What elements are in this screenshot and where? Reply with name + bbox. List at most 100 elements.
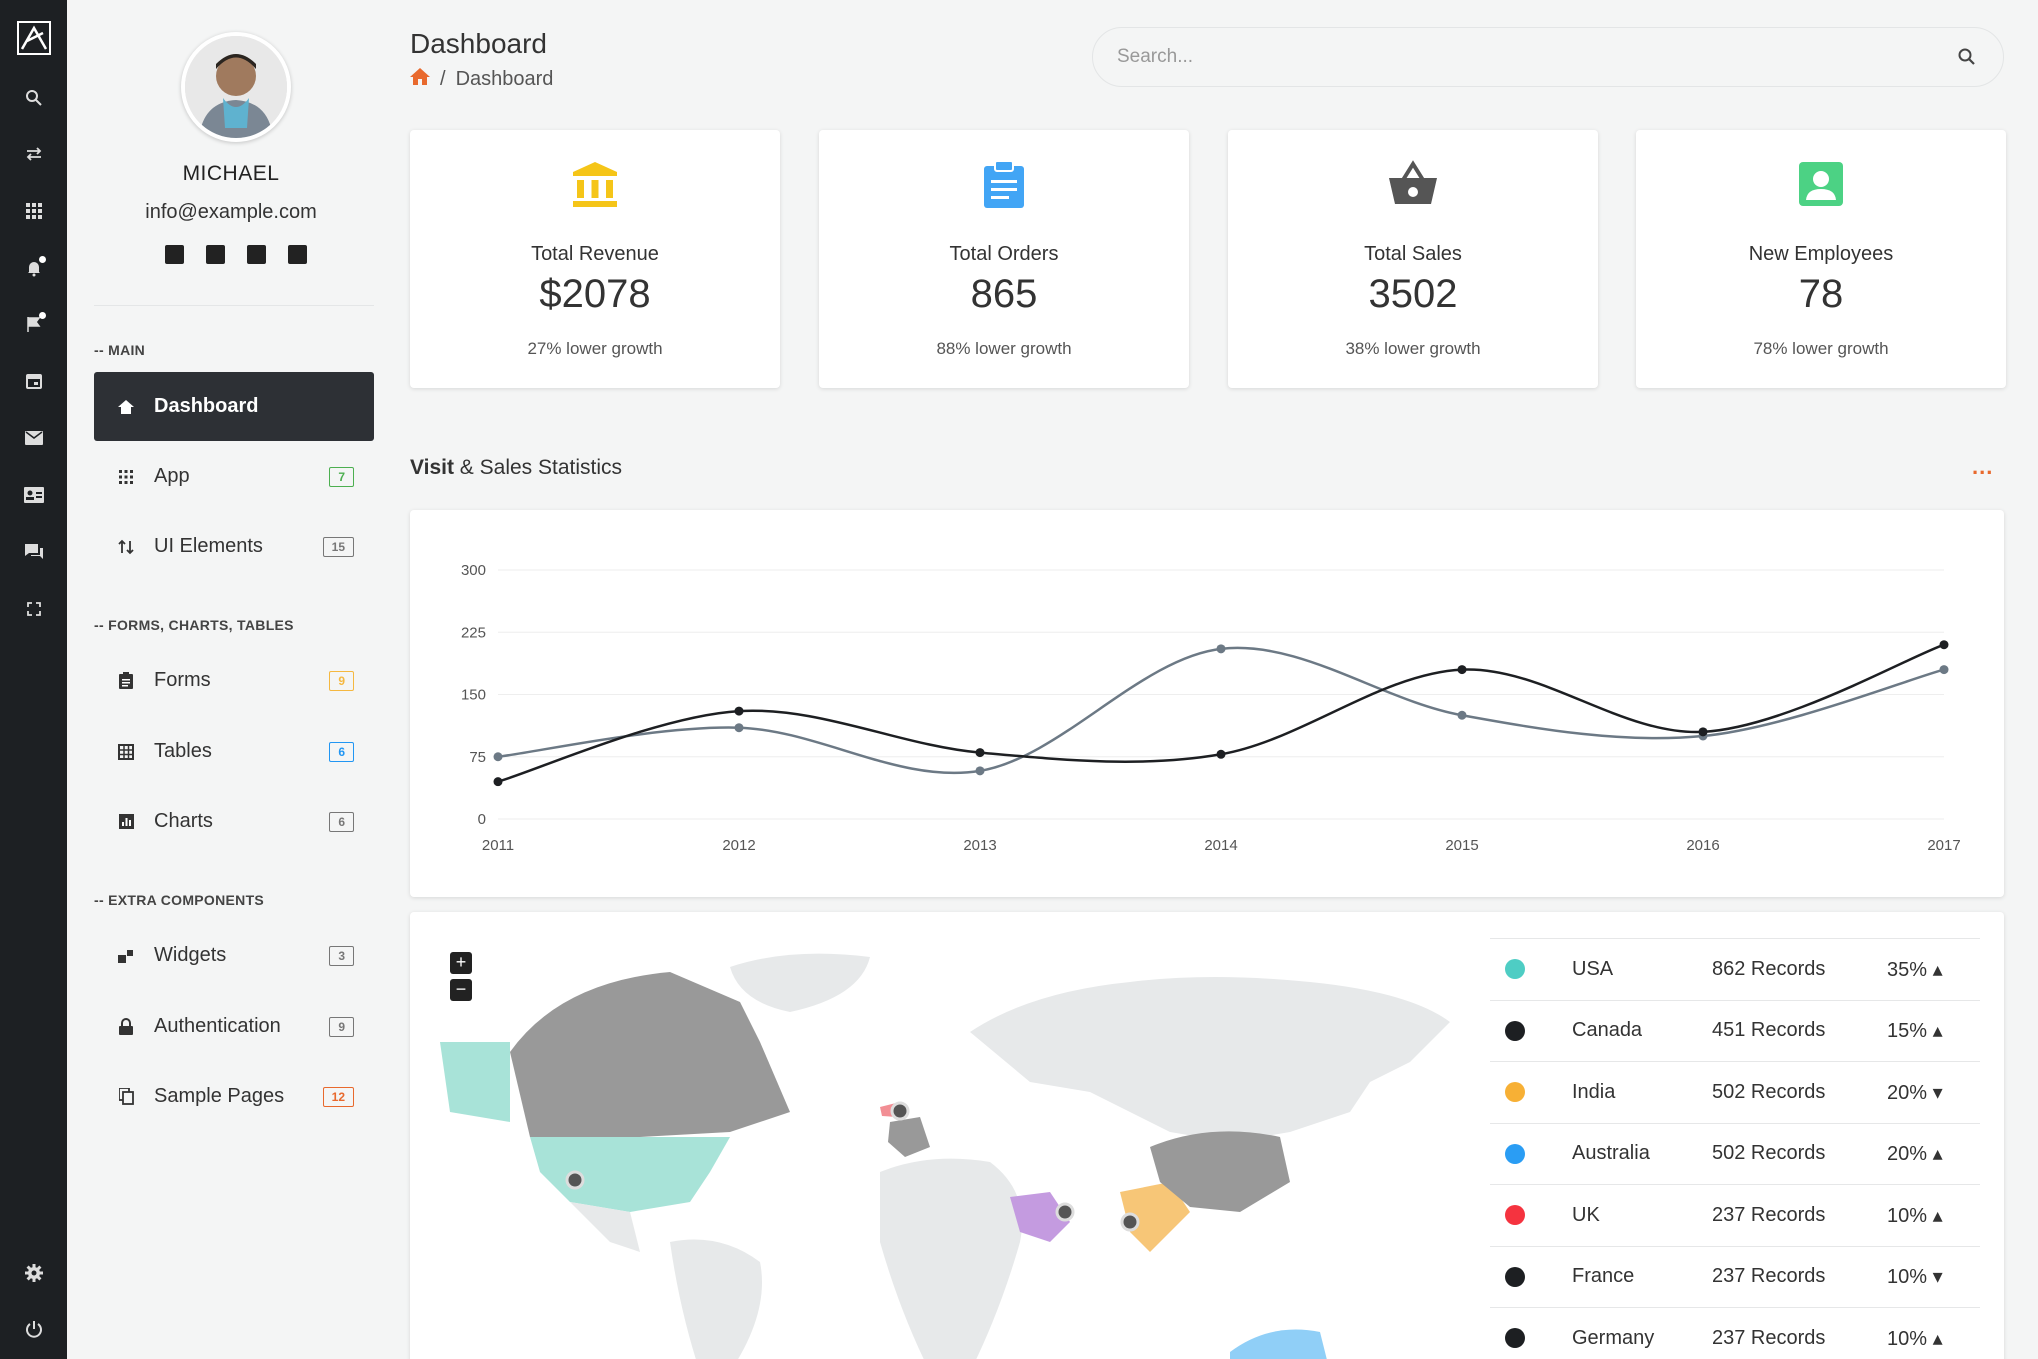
y-tick-label: 225: [461, 624, 486, 641]
clipboard-icon: [116, 671, 136, 691]
sidebar-item-authentication[interactable]: Authentication 9: [94, 992, 374, 1061]
stat-label: Total Orders: [949, 243, 1059, 265]
table-row: USA 862 Records 35% ▴: [1490, 938, 1980, 1000]
percentage-value: 10%: [1887, 1327, 1928, 1350]
country-name: Australia: [1572, 1142, 1650, 1165]
country-name: India: [1572, 1080, 1616, 1103]
record-count: 237 Records: [1712, 1265, 1826, 1288]
data-point: [975, 766, 985, 776]
search-input[interactable]: [1093, 28, 1893, 86]
caret-up-icon: ▴: [1932, 1143, 1943, 1166]
line-chart-panel: 0 75 150 225 300 2011 2012 2013 2014 2015 2016 2017: [410, 510, 2004, 897]
data-point: [1939, 665, 1949, 675]
icon-rail: [0, 0, 67, 1359]
map-marker: [565, 1170, 585, 1190]
map-land-africa: [880, 1158, 1022, 1359]
world-map-panel: + − USA 862 Records 35% ▴ Cana: [410, 912, 2004, 1359]
search-bar: [1092, 27, 2004, 87]
map-china: [1150, 1131, 1290, 1212]
instagram-icon[interactable]: [247, 245, 266, 264]
logo-icon[interactable]: [17, 21, 51, 55]
power-icon[interactable]: [22, 1317, 46, 1341]
sidebar-item-dashboard[interactable]: Dashboard: [94, 372, 374, 441]
settings-gear-icon[interactable]: [22, 1261, 46, 1285]
breadcrumb: / Dashboard: [410, 68, 553, 91]
map-land-eurasia: [970, 977, 1450, 1142]
stat-label: Total Revenue: [531, 243, 659, 265]
sidebar-item-widgets[interactable]: Widgets 3: [94, 921, 374, 990]
record-count: 237 Records: [1712, 1326, 1826, 1349]
section-title-forms-charts-tables: -- FORMS, CHARTS, TABLES: [94, 617, 294, 633]
count-badge: 6: [329, 741, 354, 762]
sidebar-item-label: Dashboard: [154, 395, 259, 417]
sidebar-item-label: Forms: [154, 669, 211, 691]
stat-label: New Employees: [1748, 243, 1894, 265]
record-count: 451 Records: [1712, 1019, 1826, 1042]
table-row: India 502 Records 20% ▾: [1490, 1061, 1980, 1123]
country-name: Canada: [1572, 1019, 1643, 1042]
sidebar-item-label: Sample Pages: [154, 1085, 285, 1107]
home-icon: [116, 397, 136, 417]
sidebar-item-label: Charts: [154, 810, 213, 832]
apps-grid-icon[interactable]: [22, 199, 46, 223]
mail-icon[interactable]: [22, 426, 46, 450]
country-name: Germany: [1572, 1326, 1655, 1349]
facebook-icon[interactable]: [165, 245, 184, 264]
sidebar-item-app[interactable]: App 7: [94, 442, 374, 511]
search-icon[interactable]: [22, 86, 46, 110]
country-name: USA: [1572, 957, 1614, 980]
count-badge: 12: [322, 1086, 354, 1107]
chat-icon[interactable]: [22, 540, 46, 564]
y-tick-label: 75: [469, 749, 486, 766]
search-icon[interactable]: [1957, 47, 1977, 72]
legend-dot: [1505, 1266, 1525, 1287]
sidebar-item-tables[interactable]: Tables 6: [94, 717, 374, 786]
contact-card-icon[interactable]: [22, 483, 46, 507]
fullscreen-icon[interactable]: [22, 597, 46, 621]
data-point: [1216, 749, 1226, 759]
sidebar-item-sample-pages[interactable]: Sample Pages 12: [94, 1062, 374, 1131]
home-icon[interactable]: [410, 68, 430, 91]
sidebar-item-forms[interactable]: Forms 9: [94, 646, 374, 715]
x-tick-label: 2011: [482, 837, 514, 854]
zoom-out-button[interactable]: −: [450, 979, 472, 1001]
twitter-icon[interactable]: [288, 245, 307, 264]
map-marker: [890, 1101, 910, 1121]
table-grid-icon: [116, 742, 136, 762]
map-saudi-arabia: [1010, 1192, 1070, 1242]
section-title-extra-components: -- EXTRA COMPONENTS: [94, 892, 265, 908]
breadcrumb-current: Dashboard: [455, 68, 554, 90]
more-options-button[interactable]: ...: [1972, 454, 1994, 479]
section-heading-bold: Visit: [410, 456, 454, 479]
count-badge: 9: [329, 1016, 354, 1037]
x-tick-label: 2015: [1445, 837, 1478, 854]
map-marker: [1055, 1202, 1075, 1222]
data-point: [1939, 640, 1949, 650]
swap-arrows-icon[interactable]: [22, 142, 46, 166]
stat-value: 3502: [1368, 272, 1458, 316]
legend-dot: [1505, 1143, 1525, 1164]
sidebar-item-charts[interactable]: Charts 6: [94, 787, 374, 856]
zoom-in-button[interactable]: +: [450, 952, 472, 974]
linkedin-icon[interactable]: [206, 245, 225, 264]
calendar-icon[interactable]: [22, 369, 46, 393]
bell-icon[interactable]: [22, 256, 46, 280]
map-marker: [1120, 1212, 1140, 1232]
avatar[interactable]: [181, 32, 291, 142]
map-mexico: [570, 1202, 640, 1252]
table-row: UK 237 Records 10% ▴: [1490, 1184, 1980, 1246]
percentage-value: 10%: [1887, 1266, 1928, 1289]
page-title: Dashboard: [410, 28, 547, 59]
record-count: 237 Records: [1712, 1203, 1826, 1226]
basket-icon: [1387, 158, 1439, 210]
sidebar-item-ui-elements[interactable]: UI Elements 15: [94, 512, 374, 581]
map-australia: [1230, 1329, 1327, 1359]
flag-icon[interactable]: [22, 312, 46, 336]
map-alaska: [440, 1042, 510, 1122]
record-count: 502 Records: [1712, 1142, 1826, 1165]
breadcrumb-separator: /: [440, 68, 446, 90]
bar-chart-icon: [116, 812, 136, 832]
legend-dot: [1505, 1082, 1525, 1103]
social-links: [165, 245, 307, 264]
caret-down-icon: ▾: [1932, 1081, 1943, 1104]
